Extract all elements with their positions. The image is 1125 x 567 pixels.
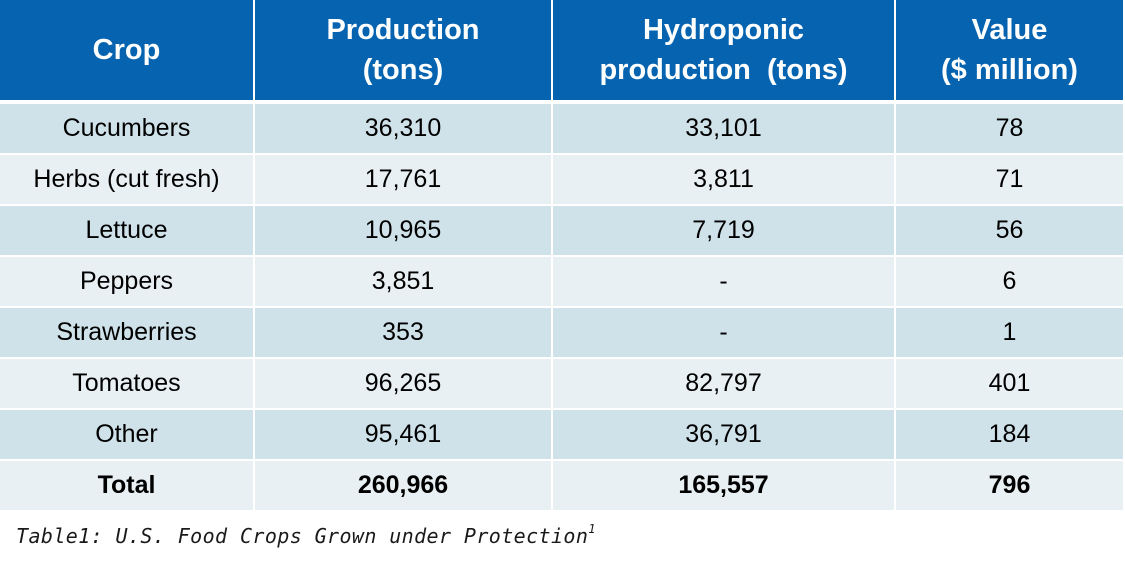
table-row: Tomatoes 96,265 82,797 401 bbox=[0, 359, 1123, 410]
total-value: 796 bbox=[896, 461, 1123, 512]
column-header-line: Value bbox=[971, 14, 1048, 46]
cell-value: 184 bbox=[896, 410, 1123, 461]
column-header-production: Production (tons) bbox=[255, 0, 553, 104]
cell-crop: Peppers bbox=[0, 257, 255, 308]
cell-production: 36,310 bbox=[255, 104, 553, 155]
total-production: 260,966 bbox=[255, 461, 553, 512]
cell-production: 96,265 bbox=[255, 359, 553, 410]
column-header-line: production (tons) bbox=[599, 54, 848, 86]
table-row: Other 95,461 36,791 184 bbox=[0, 410, 1123, 461]
table-row: Strawberries 353 - 1 bbox=[0, 308, 1123, 359]
column-header-crop: Crop bbox=[0, 0, 255, 104]
cell-hydroponic: 33,101 bbox=[553, 104, 896, 155]
crops-table-container: Crop Production (tons) Hydroponic produc… bbox=[0, 0, 1123, 512]
column-header-line: ($ million) bbox=[941, 54, 1078, 86]
total-label: Total bbox=[0, 461, 255, 512]
column-header-hydroponic-production: Hydroponic production (tons) bbox=[553, 0, 896, 104]
cell-hydroponic: 3,811 bbox=[553, 155, 896, 206]
table-row: Cucumbers 36,310 33,101 78 bbox=[0, 104, 1123, 155]
cell-crop: Other bbox=[0, 410, 255, 461]
cell-hydroponic: - bbox=[553, 308, 896, 359]
cell-value: 401 bbox=[896, 359, 1123, 410]
cell-hydroponic: 7,719 bbox=[553, 206, 896, 257]
caption-footnote-marker: 1 bbox=[588, 522, 596, 536]
cell-crop: Strawberries bbox=[0, 308, 255, 359]
cell-hydroponic: - bbox=[553, 257, 896, 308]
cell-hydroponic: 82,797 bbox=[553, 359, 896, 410]
table-caption: Table1: U.S. Food Crops Grown under Prot… bbox=[16, 522, 596, 548]
cell-crop: Tomatoes bbox=[0, 359, 255, 410]
cell-hydroponic: 36,791 bbox=[553, 410, 896, 461]
column-header-value: Value ($ million) bbox=[896, 0, 1123, 104]
total-hydroponic: 165,557 bbox=[553, 461, 896, 512]
table-header-row: Crop Production (tons) Hydroponic produc… bbox=[0, 0, 1123, 104]
cell-value: 71 bbox=[896, 155, 1123, 206]
cell-production: 3,851 bbox=[255, 257, 553, 308]
cell-crop: Herbs (cut fresh) bbox=[0, 155, 255, 206]
cell-crop: Cucumbers bbox=[0, 104, 255, 155]
cell-production: 353 bbox=[255, 308, 553, 359]
cell-value: 6 bbox=[896, 257, 1123, 308]
column-header-line: (tons) bbox=[362, 54, 444, 86]
column-header-line: Production bbox=[326, 14, 480, 46]
table-row: Lettuce 10,965 7,719 56 bbox=[0, 206, 1123, 257]
cell-production: 95,461 bbox=[255, 410, 553, 461]
table-row: Herbs (cut fresh) 17,761 3,811 71 bbox=[0, 155, 1123, 206]
column-header-line: Hydroponic bbox=[642, 14, 805, 46]
cell-production: 17,761 bbox=[255, 155, 553, 206]
column-header-line: Crop bbox=[92, 34, 161, 66]
table-row: Peppers 3,851 - 6 bbox=[0, 257, 1123, 308]
total-row: Total 260,966 165,557 796 bbox=[0, 461, 1123, 512]
cell-value: 56 bbox=[896, 206, 1123, 257]
caption-text: Table1: U.S. Food Crops Grown under Prot… bbox=[16, 524, 589, 548]
cell-value: 78 bbox=[896, 104, 1123, 155]
cell-production: 10,965 bbox=[255, 206, 553, 257]
crops-table: Crop Production (tons) Hydroponic produc… bbox=[0, 0, 1123, 512]
cell-crop: Lettuce bbox=[0, 206, 255, 257]
cell-value: 1 bbox=[896, 308, 1123, 359]
